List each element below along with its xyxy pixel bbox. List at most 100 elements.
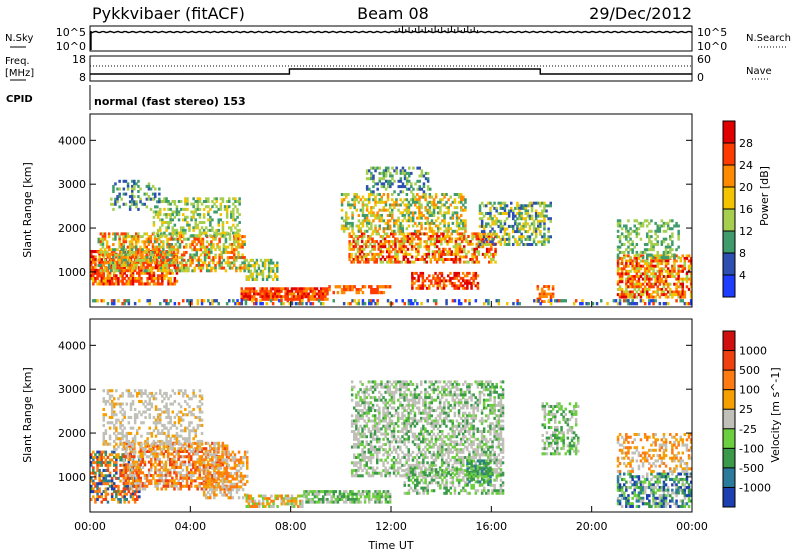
data-cell [209, 221, 212, 224]
data-cell [623, 243, 626, 246]
data-cell [665, 278, 668, 281]
data-cell [470, 287, 473, 290]
data-cell [238, 197, 241, 200]
data-cell [479, 240, 482, 243]
data-cell [245, 302, 248, 305]
data-cell [200, 259, 203, 262]
data-cell [186, 197, 189, 200]
data-cell [150, 482, 153, 485]
data-cell [111, 280, 114, 283]
data-cell [101, 472, 104, 475]
data-cell [115, 413, 118, 416]
data-cell [539, 302, 542, 305]
data-cell [545, 215, 548, 218]
data-cell [389, 285, 392, 288]
data-cell [494, 253, 497, 256]
data-cell [109, 443, 112, 446]
data-cell [178, 211, 181, 214]
data-cell [115, 274, 118, 277]
data-cell [408, 209, 411, 212]
data-cell [94, 280, 97, 283]
data-cell [159, 211, 162, 214]
data-cell [199, 216, 202, 219]
data-cell [125, 487, 128, 490]
data-cell [677, 246, 680, 249]
data-cell [249, 293, 252, 296]
data-cell [358, 299, 361, 302]
data-cell [108, 254, 111, 257]
data-cell [276, 270, 278, 273]
nsearch-label: N.Search [746, 33, 791, 44]
data-cell [137, 240, 140, 243]
data-cell [222, 442, 225, 445]
data-cell [137, 185, 140, 188]
data-cell [167, 226, 170, 229]
data-cell [627, 230, 630, 233]
data-cell [671, 227, 674, 230]
data-cell [135, 471, 138, 474]
data-cell [443, 287, 446, 290]
data-cell [322, 302, 325, 305]
data-cell [129, 254, 132, 257]
data-cell [96, 498, 99, 501]
data-cell [176, 280, 179, 283]
data-cell [232, 224, 235, 227]
data-cell [485, 204, 488, 207]
data-cell [196, 243, 199, 246]
data-cell [671, 232, 674, 235]
data-cell [98, 487, 101, 490]
nave-tick-top: 60 [697, 53, 711, 66]
data-cell [117, 485, 120, 488]
data-cell [175, 259, 178, 262]
data-cell [420, 227, 423, 230]
data-cell [253, 295, 256, 298]
data-cell [654, 238, 657, 241]
data-cell [248, 278, 250, 281]
data-cell [150, 264, 153, 267]
data-cell [246, 275, 248, 278]
data-cell [117, 282, 120, 285]
data-cell [137, 232, 140, 235]
data-cell [531, 243, 534, 246]
data-cell [341, 204, 344, 207]
data-cell [137, 487, 140, 490]
data-cell [100, 264, 103, 267]
data-cell [105, 432, 108, 435]
data-cell [172, 218, 175, 221]
data-cell [132, 282, 135, 285]
data-cell [529, 228, 532, 231]
data-cell [447, 211, 450, 214]
data-cell [205, 447, 208, 450]
data-cell [512, 235, 515, 238]
data-cell [104, 235, 107, 238]
data-cell [518, 243, 521, 246]
data-cell [217, 447, 220, 450]
data-cell [114, 182, 117, 185]
data-cell [115, 464, 118, 467]
data-cell [173, 469, 176, 472]
data-cell [439, 277, 442, 280]
data-cell [343, 291, 346, 294]
power-y-tick-label: 4000 [58, 134, 86, 147]
data-cell [537, 285, 540, 288]
data-cell [127, 482, 130, 485]
data-cell [241, 246, 244, 249]
freq-label-bottom: [MHz] [5, 68, 34, 79]
data-cell [117, 397, 120, 400]
data-cell [192, 197, 195, 200]
data-cell [113, 451, 116, 454]
data-cell [677, 256, 680, 259]
data-cell [424, 284, 427, 287]
data-cell [419, 240, 422, 243]
data-cell [158, 482, 161, 485]
data-cell [186, 200, 189, 203]
data-cell [489, 230, 492, 233]
velocity-heatmap [90, 380, 692, 508]
data-cell [531, 207, 534, 210]
data-cell [378, 232, 381, 235]
data-cell [173, 246, 176, 249]
data-cell [417, 279, 420, 282]
data-cell [119, 493, 122, 496]
data-cell [667, 260, 670, 263]
data-cell [358, 291, 361, 294]
